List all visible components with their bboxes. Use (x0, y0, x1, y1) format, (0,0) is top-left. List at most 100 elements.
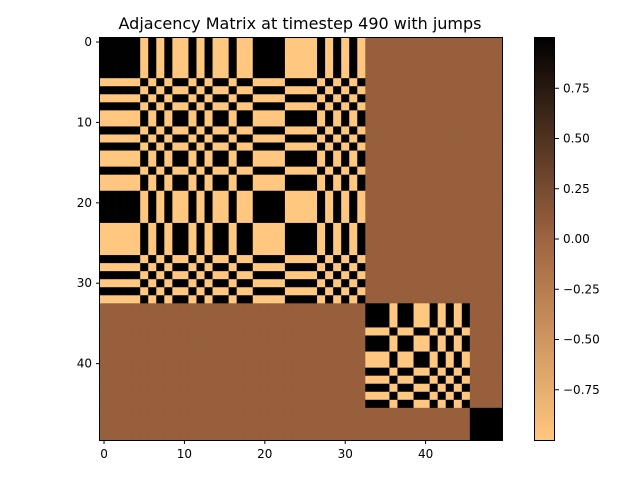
heatmap-cell (148, 391, 157, 401)
heatmap-cell (469, 70, 479, 79)
heatmap-cell (164, 351, 173, 360)
heatmap-cell (413, 391, 422, 401)
heatmap-cell (124, 319, 133, 328)
heatmap-cell (148, 62, 157, 71)
heatmap-cell (397, 359, 406, 368)
heatmap-cell (461, 230, 471, 240)
heatmap-cell (429, 230, 439, 240)
heatmap-cell (461, 375, 471, 385)
heatmap-cell (196, 383, 205, 393)
heatmap-cell (309, 62, 318, 71)
heatmap-cell (445, 383, 455, 393)
heatmap-cell (309, 198, 318, 208)
heatmap-cell (196, 150, 205, 159)
heatmap-cell (477, 150, 487, 159)
heatmap-cell (341, 70, 350, 79)
heatmap-cell (469, 271, 479, 280)
heatmap-cell (453, 78, 463, 87)
heatmap-cell (204, 158, 213, 167)
heatmap-cell (437, 206, 447, 216)
heatmap-cell (188, 38, 197, 47)
heatmap-cell (244, 383, 254, 393)
heatmap-cell (204, 311, 213, 320)
heatmap-cell (132, 54, 141, 63)
heatmap-cell (461, 303, 471, 312)
heatmap-cell (333, 343, 342, 352)
heatmap-cell (172, 263, 181, 272)
heatmap-cell (397, 158, 406, 167)
heatmap-cell (477, 62, 487, 71)
heatmap-cell (341, 271, 350, 280)
heatmap-cell (132, 46, 141, 55)
heatmap-cell (292, 247, 302, 256)
heatmap-cell (148, 222, 157, 232)
heatmap-cell (260, 142, 270, 151)
heatmap-cell (493, 335, 503, 344)
heatmap-cell (477, 142, 487, 151)
heatmap-cell (204, 399, 213, 409)
heatmap-cell (381, 327, 390, 336)
heatmap-cell (493, 198, 503, 208)
heatmap-cell (172, 351, 181, 360)
heatmap-cell (148, 182, 157, 192)
heatmap-cell (100, 134, 109, 143)
heatmap-cell (148, 142, 157, 151)
heatmap-cell (317, 335, 326, 344)
heatmap-cell (124, 118, 133, 127)
heatmap-cell (365, 311, 374, 320)
heatmap-cell (373, 62, 382, 71)
heatmap-cell (493, 54, 503, 63)
heatmap-cell (180, 78, 189, 87)
heatmap-cell (260, 423, 270, 433)
heatmap-cell (164, 263, 173, 272)
heatmap-cell (317, 327, 326, 336)
heatmap-cell (108, 271, 117, 280)
heatmap-cell (244, 295, 254, 304)
heatmap-cell (252, 118, 262, 127)
heatmap-cell (244, 391, 254, 401)
heatmap-cell (341, 255, 350, 264)
heatmap-cell (196, 174, 205, 184)
heatmap-cell (132, 319, 141, 328)
heatmap-cell (445, 247, 455, 256)
heatmap-cell (204, 222, 213, 232)
heatmap-cell (461, 54, 471, 63)
heatmap-cell (333, 230, 342, 240)
heatmap-cell (180, 383, 189, 393)
heatmap-cell (373, 150, 382, 159)
heatmap-cell (148, 86, 157, 95)
heatmap-cell (132, 271, 141, 280)
heatmap-cell (220, 158, 229, 167)
heatmap-cell (333, 118, 342, 127)
heatmap-cell (301, 110, 310, 119)
heatmap-cell (389, 431, 398, 441)
heatmap-cell (140, 94, 149, 103)
heatmap-cell (333, 150, 342, 159)
heatmap-cell (156, 134, 165, 143)
heatmap-cell (156, 303, 165, 312)
heatmap-cell (421, 279, 430, 288)
heatmap-cell (100, 182, 109, 192)
heatmap-cell (317, 407, 326, 417)
heatmap-cell (437, 423, 447, 433)
heatmap-cell (204, 206, 213, 216)
heatmap-cell (124, 271, 133, 280)
heatmap-cell (341, 239, 350, 248)
heatmap-cell (349, 166, 358, 176)
heatmap-cell (244, 399, 254, 409)
heatmap-cell (301, 255, 310, 264)
heatmap-cell (485, 110, 495, 119)
heatmap-cell (228, 351, 238, 360)
heatmap-cell (309, 335, 318, 344)
heatmap-cell (260, 311, 270, 320)
heatmap-cell (276, 174, 286, 184)
heatmap-cell (108, 86, 117, 95)
heatmap-cell (325, 198, 334, 208)
heatmap-cell (493, 70, 503, 79)
heatmap-cell (325, 102, 334, 111)
heatmap-cell (116, 431, 125, 441)
heatmap-cell (116, 54, 125, 63)
heatmap-cell (429, 319, 439, 328)
heatmap-cell (284, 102, 294, 111)
heatmap-cell (325, 239, 334, 248)
